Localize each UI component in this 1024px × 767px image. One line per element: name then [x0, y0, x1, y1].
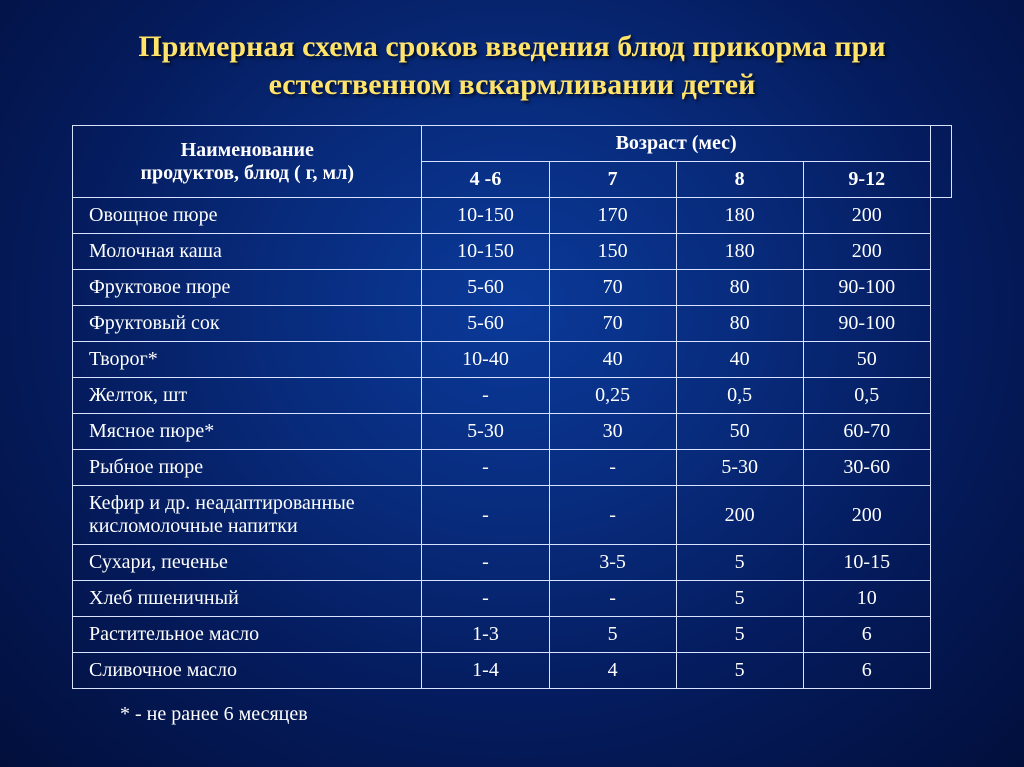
cell-value: - [549, 450, 676, 486]
product-name: Овощное пюре [73, 198, 422, 234]
cell-value: 150 [549, 234, 676, 270]
cell-value: 70 [549, 270, 676, 306]
table-row: Мясное пюре*5-30305060-70 [73, 414, 952, 450]
product-name: Желток, шт [73, 378, 422, 414]
cell-value: 70 [549, 306, 676, 342]
table-row: Творог*10-40404050 [73, 342, 952, 378]
cell-value: 10-40 [422, 342, 549, 378]
cell-value: 5-30 [676, 450, 803, 486]
cell-value: - [549, 486, 676, 545]
table-row: Сухари, печенье-3-5510-15 [73, 545, 952, 581]
cell-value: 10 [803, 581, 930, 617]
table-row: Фруктовое пюре5-60708090-100 [73, 270, 952, 306]
table-row: Кефир и др. неадаптированные кисломолочн… [73, 486, 952, 545]
product-name: Молочная каша [73, 234, 422, 270]
header-name: Наименование продуктов, блюд ( г, мл) [73, 126, 422, 198]
product-name: Творог* [73, 342, 422, 378]
table-row: Хлеб пшеничный--510 [73, 581, 952, 617]
cell-value: - [422, 450, 549, 486]
cell-value: 1-4 [422, 653, 549, 689]
age-col-1: 7 [549, 162, 676, 198]
feeding-table: Наименование продуктов, блюд ( г, мл) Во… [72, 125, 952, 689]
product-name: Растительное масло [73, 617, 422, 653]
title-line-2: естественном вскармливании детей [269, 68, 756, 101]
product-name: Рыбное пюре [73, 450, 422, 486]
cell-value: - [422, 545, 549, 581]
cell-value: - [422, 486, 549, 545]
table-row: Фруктовый сок5-60708090-100 [73, 306, 952, 342]
cell-value: 200 [803, 198, 930, 234]
cell-value: 5-30 [422, 414, 549, 450]
product-name: Сухари, печенье [73, 545, 422, 581]
cell-value: 3-5 [549, 545, 676, 581]
table-row: Рыбное пюре--5-3030-60 [73, 450, 952, 486]
cell-value: 0,25 [549, 378, 676, 414]
cell-value: - [549, 581, 676, 617]
age-col-3: 9-12 [803, 162, 930, 198]
cell-value: 200 [676, 486, 803, 545]
cell-value: 0,5 [676, 378, 803, 414]
table-row: Желток, шт-0,250,50,5 [73, 378, 952, 414]
cell-value: 90-100 [803, 306, 930, 342]
table-row: Овощное пюре10-150170180200 [73, 198, 952, 234]
product-name: Кефир и др. неадаптированные кисломолочн… [73, 486, 422, 545]
header-tail [930, 126, 951, 198]
cell-value: 1-3 [422, 617, 549, 653]
slide: Примерная схема сроков введения блюд при… [0, 0, 1024, 767]
cell-value: 5 [676, 617, 803, 653]
cell-value: 10-150 [422, 198, 549, 234]
table-row: Растительное масло1-3556 [73, 617, 952, 653]
product-name: Фруктовый сок [73, 306, 422, 342]
cell-value: 5 [676, 545, 803, 581]
cell-value: 50 [803, 342, 930, 378]
footnote: * - не ранее 6 месяцев [120, 703, 976, 726]
cell-value: 170 [549, 198, 676, 234]
cell-value: 180 [676, 234, 803, 270]
header-name-line2: продуктов, блюд ( г, мл) [140, 162, 354, 184]
product-name: Фруктовое пюре [73, 270, 422, 306]
cell-value: 6 [803, 653, 930, 689]
header-name-line1: Наименование [181, 139, 314, 161]
title-line-1: Примерная схема сроков введения блюд при… [138, 30, 885, 63]
cell-value: 5-60 [422, 270, 549, 306]
cell-value: 4 [549, 653, 676, 689]
cell-value: 40 [676, 342, 803, 378]
cell-value: 10-15 [803, 545, 930, 581]
cell-value: 180 [676, 198, 803, 234]
age-col-0: 4 -6 [422, 162, 549, 198]
product-name: Мясное пюре* [73, 414, 422, 450]
cell-value: 5 [676, 653, 803, 689]
cell-value: 80 [676, 306, 803, 342]
cell-value: 60-70 [803, 414, 930, 450]
cell-value: 10-150 [422, 234, 549, 270]
product-name: Хлеб пшеничный [73, 581, 422, 617]
cell-value: 50 [676, 414, 803, 450]
table-row: Молочная каша10-150150180200 [73, 234, 952, 270]
cell-value: 5 [549, 617, 676, 653]
cell-value: 5-60 [422, 306, 549, 342]
cell-value: 30 [549, 414, 676, 450]
age-col-2: 8 [676, 162, 803, 198]
cell-value: 90-100 [803, 270, 930, 306]
table-row: Сливочное масло1-4456 [73, 653, 952, 689]
cell-value: 80 [676, 270, 803, 306]
cell-value: 5 [676, 581, 803, 617]
cell-value: 200 [803, 234, 930, 270]
cell-value: 200 [803, 486, 930, 545]
cell-value: - [422, 581, 549, 617]
cell-value: 0,5 [803, 378, 930, 414]
product-name: Сливочное масло [73, 653, 422, 689]
slide-title: Примерная схема сроков введения блюд при… [48, 28, 976, 103]
cell-value: - [422, 378, 549, 414]
header-age: Возраст (мес) [422, 126, 930, 162]
header-row-1: Наименование продуктов, блюд ( г, мл) Во… [73, 126, 952, 162]
cell-value: 40 [549, 342, 676, 378]
cell-value: 6 [803, 617, 930, 653]
cell-value: 30-60 [803, 450, 930, 486]
